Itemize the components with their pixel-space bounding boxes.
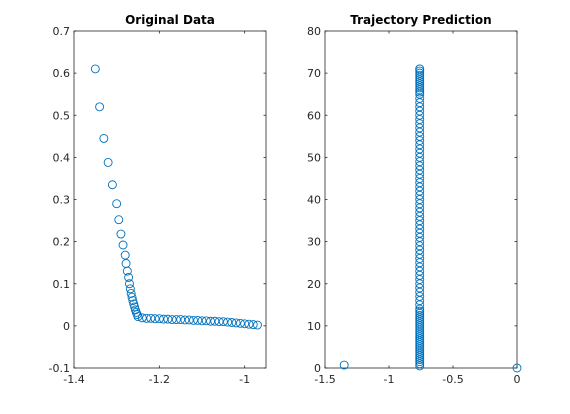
original-data-point bbox=[112, 199, 122, 209]
original-data-point bbox=[120, 250, 130, 260]
original-data-point bbox=[218, 317, 228, 327]
original-x-tick-label: -1 bbox=[239, 373, 250, 386]
trajectory-y-tick-label: 30 bbox=[307, 236, 321, 249]
original-data-point bbox=[107, 180, 117, 190]
original-data-point bbox=[227, 318, 237, 327]
original-data-point bbox=[133, 312, 143, 322]
original-data-point bbox=[163, 314, 173, 324]
original-y-tick-label: -0.1 bbox=[49, 362, 70, 375]
original-data-point bbox=[231, 318, 241, 328]
trajectory-y-tick-label: 60 bbox=[307, 109, 321, 122]
original-data-point bbox=[125, 279, 134, 289]
original-data-point bbox=[206, 316, 215, 326]
trajectory-data-point bbox=[415, 87, 425, 97]
original-data-point bbox=[184, 315, 194, 325]
original-data-point bbox=[235, 318, 245, 328]
original-data-point bbox=[137, 313, 147, 323]
original-y-tick-label: 0.1 bbox=[53, 278, 71, 291]
trajectory-x-tick-label: -1.5 bbox=[314, 373, 335, 386]
original-data-point bbox=[150, 314, 160, 324]
original-data-point bbox=[95, 102, 105, 112]
original-data-point bbox=[210, 316, 220, 326]
original-data-point bbox=[126, 288, 136, 298]
trajectory-data-point bbox=[415, 83, 425, 93]
original-data-point bbox=[127, 292, 137, 302]
original-data-point bbox=[253, 320, 262, 330]
original-data-point bbox=[116, 229, 126, 239]
original-data-point bbox=[99, 133, 109, 143]
original-y-tick-label: 0.4 bbox=[53, 151, 71, 164]
original-data-point bbox=[248, 320, 258, 330]
original-data-point bbox=[154, 314, 164, 324]
original-y-tick-label: 0.7 bbox=[53, 25, 71, 38]
original-data-point bbox=[201, 316, 211, 326]
original-data-point bbox=[171, 315, 181, 325]
original-data-plot: Original Data -1.4 -1.2 -1 -0.1 0 0.1 0.2 0.3 0.… bbox=[49, 13, 267, 386]
original-data-point bbox=[121, 259, 131, 268]
trajectory-prediction-plot: Trajectory Prediction -1.5 -1 -0.5 0 0 10 20 30… bbox=[307, 13, 522, 386]
original-data-point bbox=[244, 319, 254, 329]
original-data-point bbox=[142, 313, 151, 323]
original-data-point bbox=[146, 313, 156, 323]
original-data-point bbox=[122, 266, 132, 276]
trajectory-y-tick-label: 0 bbox=[314, 362, 321, 375]
original-data-point bbox=[118, 240, 128, 250]
trajectory-x-tick-label: 0 bbox=[514, 373, 521, 386]
original-y-tick-label: 0.6 bbox=[53, 67, 71, 80]
original-data-point bbox=[128, 296, 138, 306]
original-y-tick-label: 0.3 bbox=[53, 194, 71, 207]
original-y-tick-label: 0 bbox=[63, 320, 70, 333]
original-data-point bbox=[90, 64, 100, 74]
original-data-point bbox=[193, 315, 203, 325]
trajectory-x-tick-label: -1 bbox=[384, 373, 395, 386]
trajectory-data-point bbox=[339, 360, 349, 370]
trajectory-data-point bbox=[415, 310, 425, 320]
original-data-point bbox=[214, 317, 224, 327]
trajectory-data-point bbox=[512, 363, 522, 373]
trajectory-x-tick-label: -0.5 bbox=[442, 373, 463, 386]
trajectory-y-tick-label: 10 bbox=[307, 320, 321, 333]
original-axes-box bbox=[73, 30, 267, 369]
original-x-tick-label: -1.4 bbox=[63, 373, 84, 386]
original-data-point bbox=[223, 317, 233, 327]
original-data-point bbox=[103, 157, 113, 167]
trajectory-y-tick-label: 40 bbox=[307, 194, 321, 207]
original-y-tick-label: 0.2 bbox=[53, 236, 71, 249]
trajectory-data-point bbox=[415, 68, 425, 78]
original-y-tick-label: 0.5 bbox=[53, 109, 71, 122]
original-data-point bbox=[197, 316, 207, 326]
trajectory-data-point bbox=[415, 306, 425, 316]
trajectory-data-point bbox=[415, 64, 425, 74]
original-data-title: Original Data bbox=[125, 13, 215, 27]
trajectory-y-tick-label: 20 bbox=[307, 278, 321, 291]
trajectory-prediction-title: Trajectory Prediction bbox=[350, 13, 491, 27]
original-data-point bbox=[159, 314, 169, 324]
original-data-point bbox=[125, 284, 135, 294]
original-data-point bbox=[189, 315, 198, 325]
original-data-point bbox=[114, 215, 124, 225]
trajectory-y-tick-label: 50 bbox=[307, 151, 321, 164]
original-data-point bbox=[124, 272, 134, 282]
original-data-point bbox=[167, 315, 177, 325]
trajectory-y-tick-label: 80 bbox=[307, 25, 321, 38]
original-x-tick-label: -1.2 bbox=[149, 373, 170, 386]
original-data-point bbox=[176, 315, 186, 325]
trajectory-y-tick-label: 70 bbox=[307, 67, 321, 80]
original-data-point bbox=[240, 319, 250, 329]
original-data-point bbox=[180, 315, 190, 325]
